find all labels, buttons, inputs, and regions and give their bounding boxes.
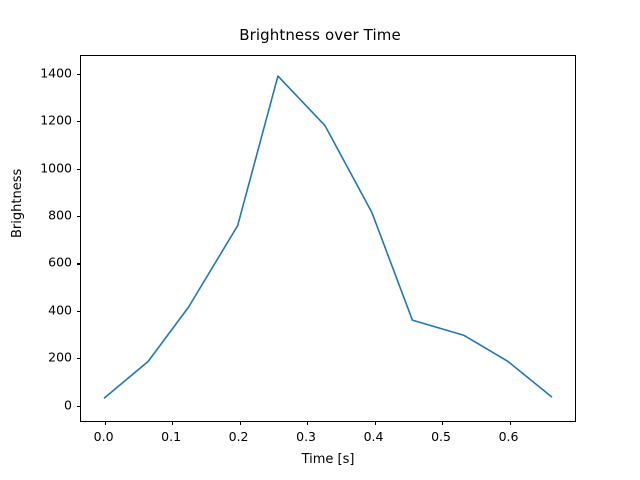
line-plot-svg: [103, 75, 553, 399]
x-tick-mark: [104, 421, 106, 425]
y-tick-label: 1000: [40, 160, 72, 176]
x-axis-label: Time [s]: [301, 452, 355, 467]
y-tick-mark: [77, 216, 81, 218]
x-tick-label: 0.3: [296, 429, 317, 444]
y-tick-mark: [77, 405, 81, 407]
y-tick-label: 1200: [40, 112, 72, 128]
y-tick-mark: [77, 263, 81, 265]
y-tick-label: 1400: [40, 65, 72, 81]
x-tick-mark: [307, 421, 309, 425]
x-tick-label: 0.5: [431, 429, 451, 444]
y-tick-label: 600: [48, 254, 72, 270]
x-tick-mark: [442, 421, 444, 425]
x-tick-label: 0.6: [498, 429, 519, 444]
y-tick-label: 800: [48, 207, 72, 223]
x-tick-mark: [509, 421, 511, 425]
x-tick-mark: [172, 421, 174, 425]
x-tick-label: 0.4: [363, 429, 384, 444]
y-tick-mark: [77, 358, 81, 360]
x-tick-label: 0.1: [161, 429, 182, 444]
brightness-line-series: [103, 75, 553, 399]
chart-title: Brightness over Time: [239, 26, 401, 44]
y-axis-label: Brightness: [10, 168, 25, 238]
y-tick-mark: [77, 168, 81, 170]
y-tick-mark: [77, 73, 81, 75]
y-tick-label: 0: [64, 397, 72, 413]
x-tick-label: 0.2: [228, 429, 249, 444]
x-tick-mark: [239, 421, 241, 425]
y-tick-label: 400: [48, 302, 72, 318]
x-tick-label: 0.0: [93, 429, 114, 444]
y-tick-mark: [77, 121, 81, 123]
y-tick-mark: [77, 310, 81, 312]
plot-axes: [77, 55, 576, 425]
x-tick-mark: [374, 421, 376, 425]
y-tick-label: 200: [48, 349, 72, 365]
